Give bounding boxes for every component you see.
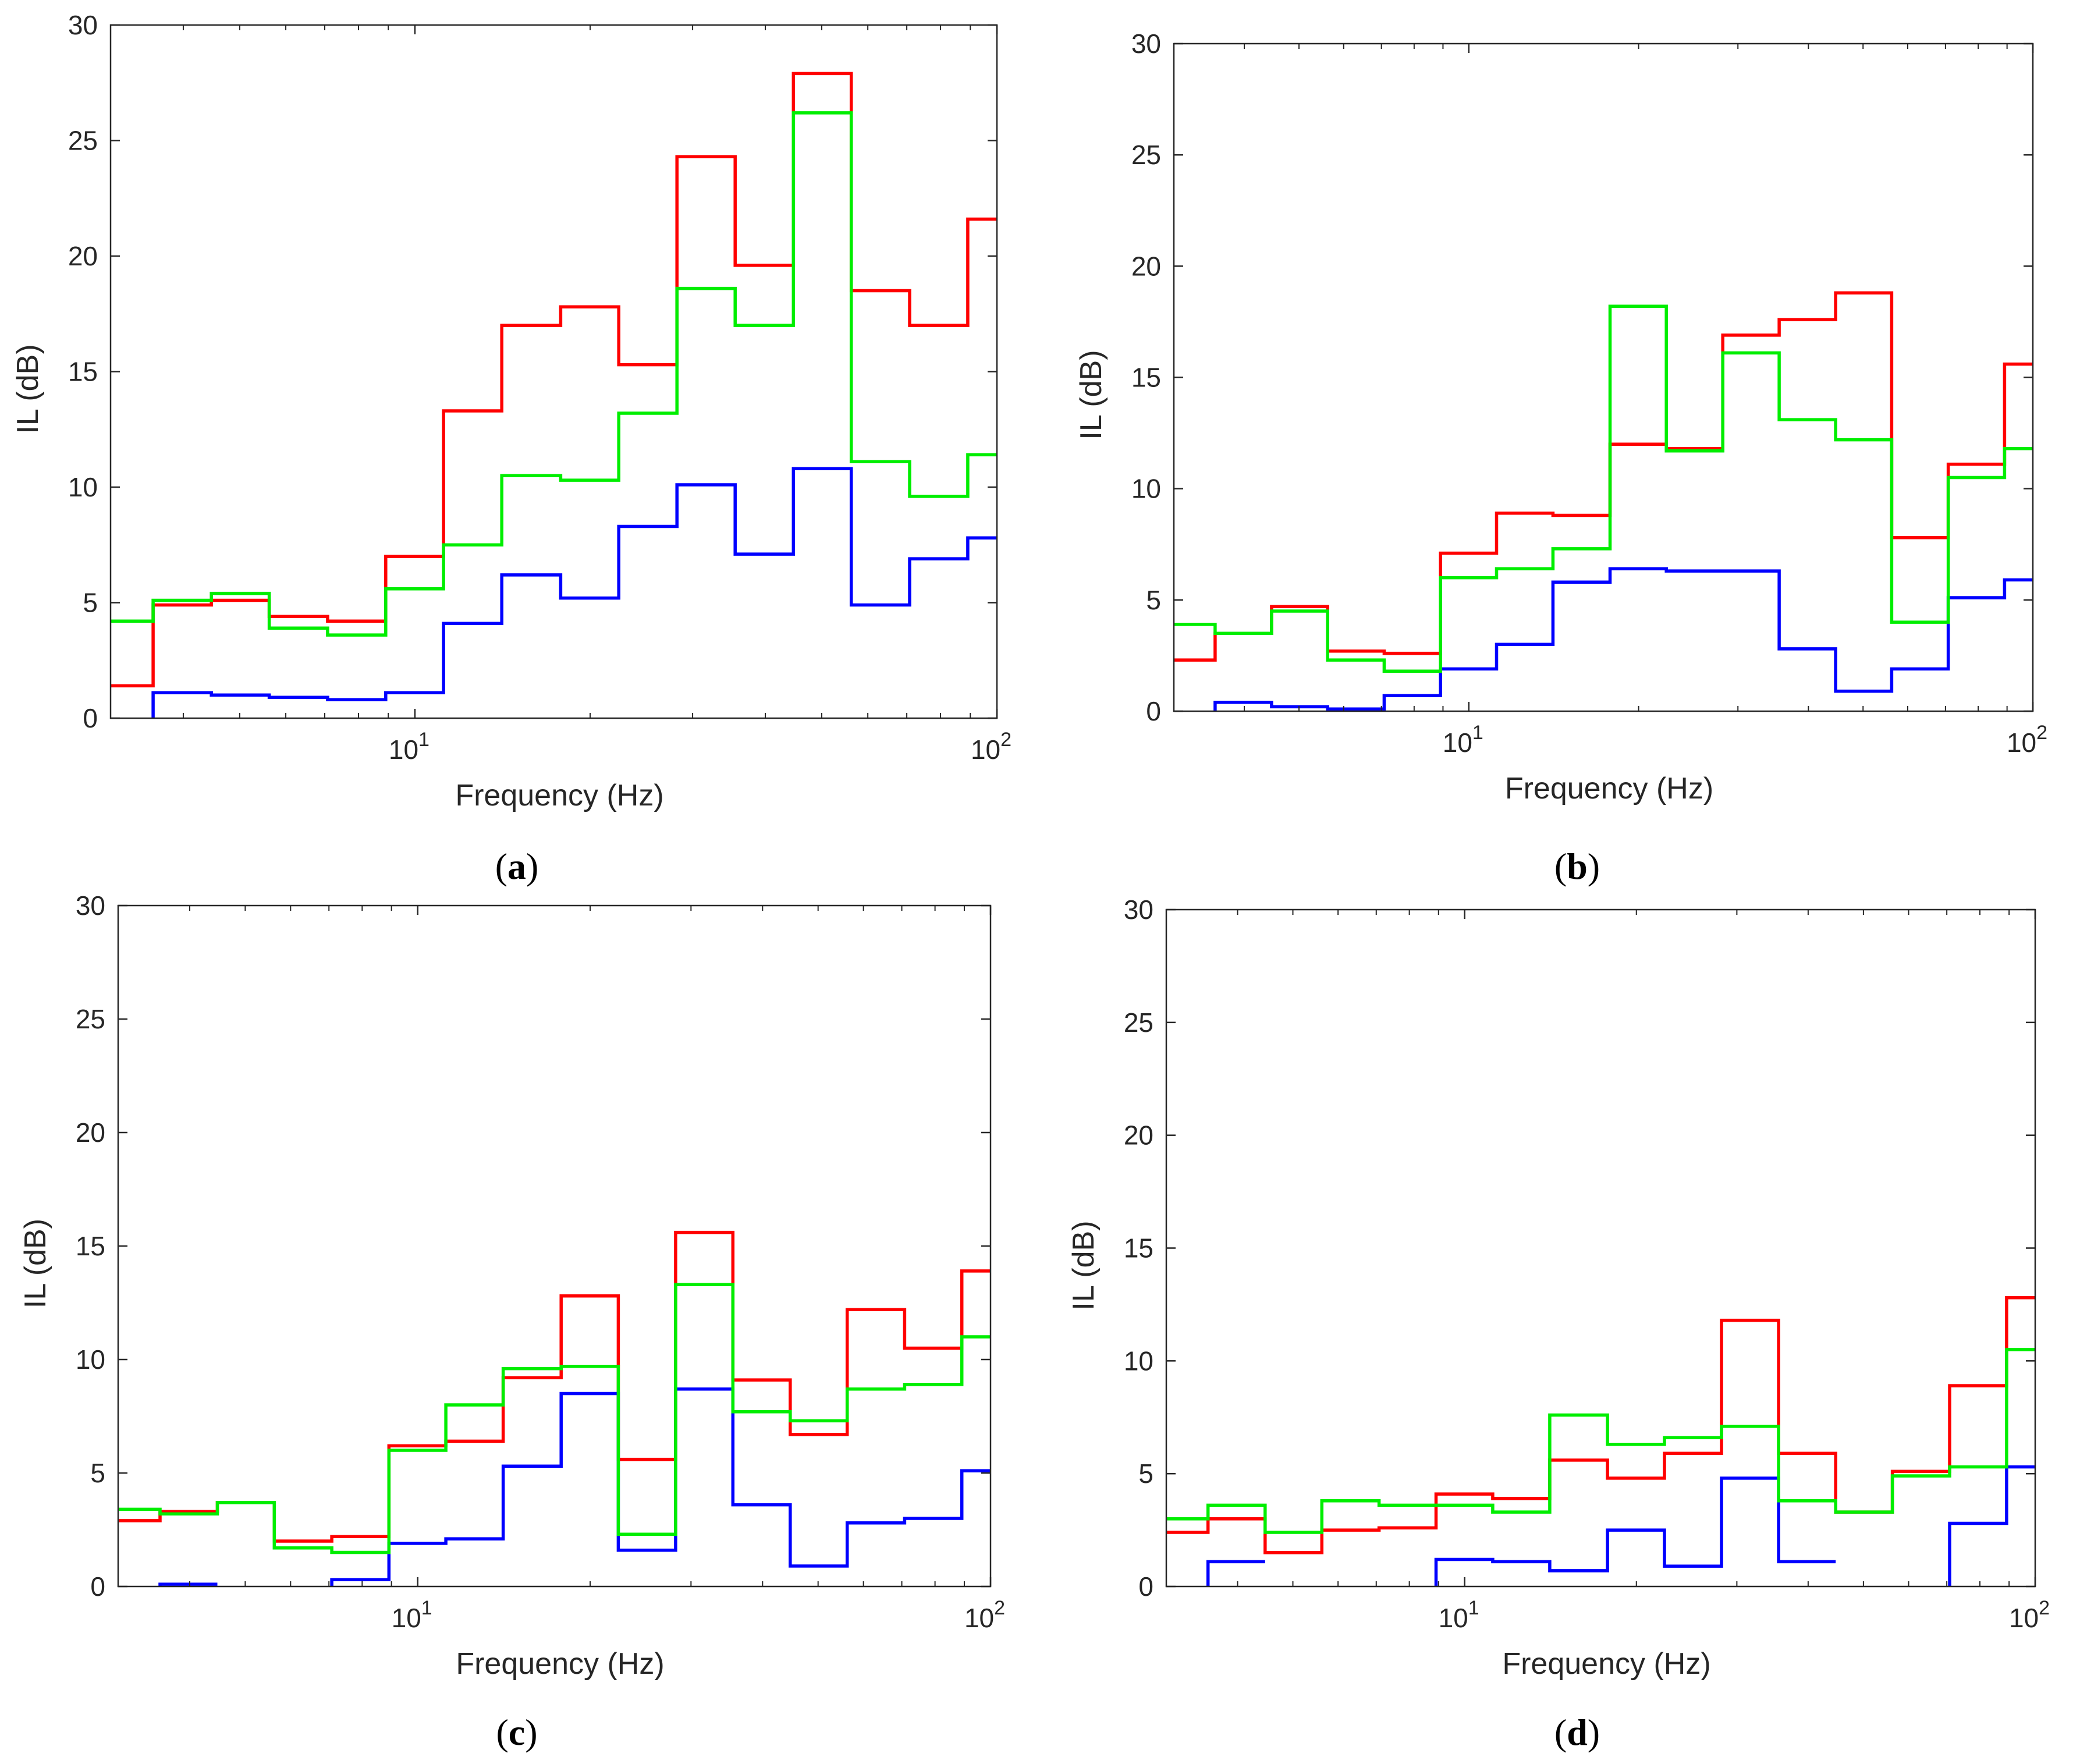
y-tick-label: 0 bbox=[1138, 1571, 1153, 1602]
y-axis-label: IL (dB) bbox=[1074, 350, 1108, 439]
x-tick-label: 101 bbox=[1443, 722, 1483, 758]
x-tick-label: 102 bbox=[2007, 722, 2047, 758]
y-tick-label: 10 bbox=[76, 1344, 105, 1375]
y-tick-label: 30 bbox=[1131, 29, 1161, 59]
series-blue bbox=[1206, 1560, 1265, 1586]
series-blue bbox=[1213, 567, 2033, 711]
series-blue bbox=[330, 1387, 991, 1586]
y-tick-label: 15 bbox=[1124, 1233, 1153, 1263]
series-green bbox=[118, 1283, 991, 1554]
y-tick-label: 25 bbox=[1131, 140, 1161, 170]
y-tick-label: 0 bbox=[83, 703, 98, 733]
plot-area bbox=[1174, 44, 2033, 711]
y-tick-label: 20 bbox=[76, 1117, 105, 1148]
y-tick-label: 30 bbox=[68, 10, 98, 40]
y-axis-label: IL (dB) bbox=[11, 344, 45, 434]
y-tick-label: 10 bbox=[1124, 1346, 1153, 1376]
y-tick-label: 10 bbox=[1131, 474, 1161, 504]
panel-c: 0 5 10 15 20 25 30 101 102 Frequency (Hz) IL (dB) (… bbox=[19, 890, 1005, 1753]
y-tick-label: 10 bbox=[68, 472, 98, 502]
panel-a: 0 5 10 15 20 25 30 101 102 Frequency (Hz) IL (dB) (… bbox=[11, 10, 1011, 887]
y-tick-label: 30 bbox=[76, 890, 105, 921]
panel-caption: (a) bbox=[495, 846, 539, 887]
x-axis-label: Frequency (Hz) bbox=[1505, 772, 1713, 805]
x-tick-label: 102 bbox=[2009, 1597, 2050, 1633]
y-tick-label: 30 bbox=[1124, 895, 1153, 925]
y-tick-label: 25 bbox=[68, 126, 98, 156]
y-tick-label: 5 bbox=[1138, 1458, 1153, 1489]
x-axis-label: Frequency (Hz) bbox=[456, 1647, 664, 1681]
y-tick-label: 5 bbox=[1146, 585, 1161, 615]
y-tick-label: 20 bbox=[1124, 1120, 1153, 1151]
x-tick-label: 101 bbox=[392, 1597, 432, 1633]
y-tick-label: 15 bbox=[76, 1231, 105, 1261]
x-tick-label: 101 bbox=[389, 729, 430, 765]
x-tick-label: 101 bbox=[1439, 1597, 1479, 1633]
panel-caption: (d) bbox=[1554, 1712, 1600, 1753]
panel-b: 0 5 10 15 20 25 30 101 102 Frequency (Hz) IL (dB) (… bbox=[1074, 29, 2047, 887]
plot-area bbox=[1166, 910, 2035, 1586]
y-tick-label: 0 bbox=[1146, 696, 1161, 726]
series-blue bbox=[1948, 1465, 2035, 1586]
y-tick-label: 25 bbox=[76, 1004, 105, 1034]
x-tick-label: 102 bbox=[964, 1597, 1005, 1633]
series-green bbox=[1174, 304, 2033, 673]
series-blue bbox=[151, 467, 997, 718]
panel-d: 0 5 10 15 20 25 30 101 102 Frequency (Hz) IL (dB) (… bbox=[1067, 895, 2050, 1753]
series-blue bbox=[158, 1582, 218, 1586]
series-green bbox=[1166, 1348, 2035, 1534]
series-blue bbox=[1434, 1476, 1836, 1586]
plot-area bbox=[118, 906, 991, 1586]
y-tick-label: 5 bbox=[90, 1458, 105, 1488]
plot-area bbox=[111, 25, 997, 718]
y-tick-label: 5 bbox=[83, 588, 98, 618]
panel-caption: (b) bbox=[1554, 846, 1600, 887]
y-axis-label: IL (dB) bbox=[1067, 1220, 1101, 1310]
x-axis-label: Frequency (Hz) bbox=[455, 779, 663, 812]
x-tick-label: 102 bbox=[971, 729, 1011, 765]
y-axis-label: IL (dB) bbox=[19, 1219, 52, 1308]
y-tick-label: 15 bbox=[68, 357, 98, 387]
y-tick-label: 20 bbox=[68, 241, 98, 271]
y-tick-label: 20 bbox=[1131, 251, 1161, 281]
y-tick-label: 25 bbox=[1124, 1007, 1153, 1038]
x-axis-label: Frequency (Hz) bbox=[1502, 1647, 1710, 1681]
y-tick-label: 0 bbox=[90, 1571, 105, 1602]
panel-caption: (c) bbox=[496, 1712, 537, 1753]
y-tick-label: 15 bbox=[1131, 363, 1161, 393]
series-green bbox=[111, 111, 997, 637]
